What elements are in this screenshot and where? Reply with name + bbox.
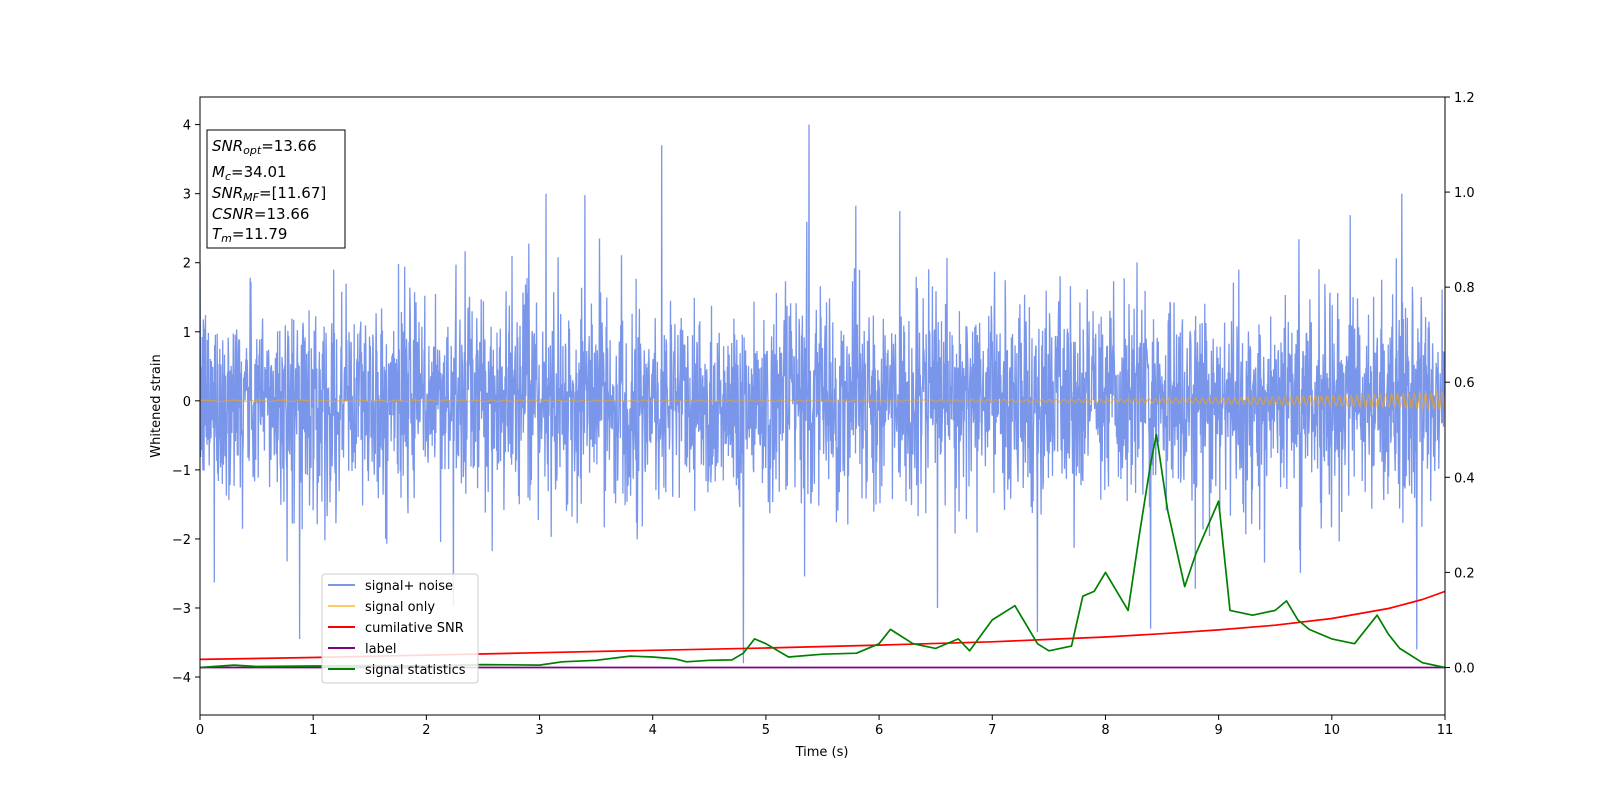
y-tick-label: 3	[183, 188, 191, 203]
y2-tick-label: 1.2	[1454, 91, 1475, 106]
x-tick-label: 7	[988, 723, 996, 738]
series-cumulative-snr	[200, 590, 1445, 661]
y-tick-label: −2	[172, 533, 191, 548]
y-tick-label: 4	[183, 119, 191, 134]
x-axis: 0 1 2 3 4 5 6 7 8 9 10 11	[196, 715, 1453, 738]
plot-frame	[199, 96, 1446, 716]
legend: signal+ noise signal only cumilative SNR…	[321, 573, 479, 684]
y2-tick-label: 0.0	[1454, 661, 1475, 676]
x-tick-label: 9	[1214, 723, 1222, 738]
y-axis-left: −4 −3 −2 −1 0 1 2 3 4	[172, 119, 200, 686]
y2-tick-label: 0.8	[1454, 281, 1475, 296]
annotation-snr-mf: SNRMF=[11.67]	[212, 184, 326, 204]
x-tick-label: 3	[535, 723, 543, 738]
y-axis-right: 0.0 0.2 0.4 0.6 0.8 1.0 1.2	[1445, 91, 1475, 676]
x-tick-label: 0	[196, 723, 204, 738]
y-tick-label: −1	[172, 464, 191, 479]
x-tick-label: 1	[309, 723, 317, 738]
y-tick-label: 0	[183, 395, 191, 410]
annotation-box: SNRopt=13.66 Mc=34.01 SNRMF=[11.67] CSNR…	[206, 129, 346, 249]
x-tick-label: 5	[762, 723, 770, 738]
x-axis-label: Time (s)	[795, 745, 849, 760]
legend-label-signal-noise: signal+ noise	[365, 579, 453, 594]
x-tick-label: 10	[1324, 723, 1341, 738]
y2-tick-label: 0.2	[1454, 566, 1475, 581]
annotation-mc: Mc=34.01	[212, 163, 287, 183]
annotation-csnr: CSNR=13.66	[212, 205, 309, 223]
legend-label-cumulative-snr: cumilative SNR	[365, 621, 464, 636]
y2-tick-label: 1.0	[1454, 186, 1475, 201]
y2-tick-label: 0.6	[1454, 376, 1475, 391]
y-tick-label: 1	[183, 326, 191, 341]
legend-label-signal-statistics: signal statistics	[365, 663, 466, 678]
x-tick-label: 6	[875, 723, 883, 738]
legend-frame	[321, 573, 479, 684]
y-axis-label: Whitened strain	[149, 354, 164, 457]
x-tick-label: 4	[649, 723, 657, 738]
series-signal-statistics	[200, 433, 1445, 669]
y-tick-label: 2	[183, 257, 191, 272]
annotation-tm: Tm=11.79	[212, 225, 287, 245]
x-tick-label: 8	[1101, 723, 1109, 738]
x-tick-label: 2	[422, 723, 430, 738]
y-tick-label: −4	[172, 671, 191, 686]
annotation-snr-opt: SNRopt=13.66	[212, 137, 317, 157]
y2-tick-label: 0.4	[1454, 471, 1475, 486]
legend-label-signal-only: signal only	[365, 600, 435, 615]
y-tick-label: −3	[172, 602, 191, 617]
series-signal-only	[200, 390, 1445, 411]
series-signal-noise	[200, 124, 1445, 664]
x-tick-label: 11	[1437, 723, 1454, 738]
legend-label-label: label	[365, 642, 396, 657]
